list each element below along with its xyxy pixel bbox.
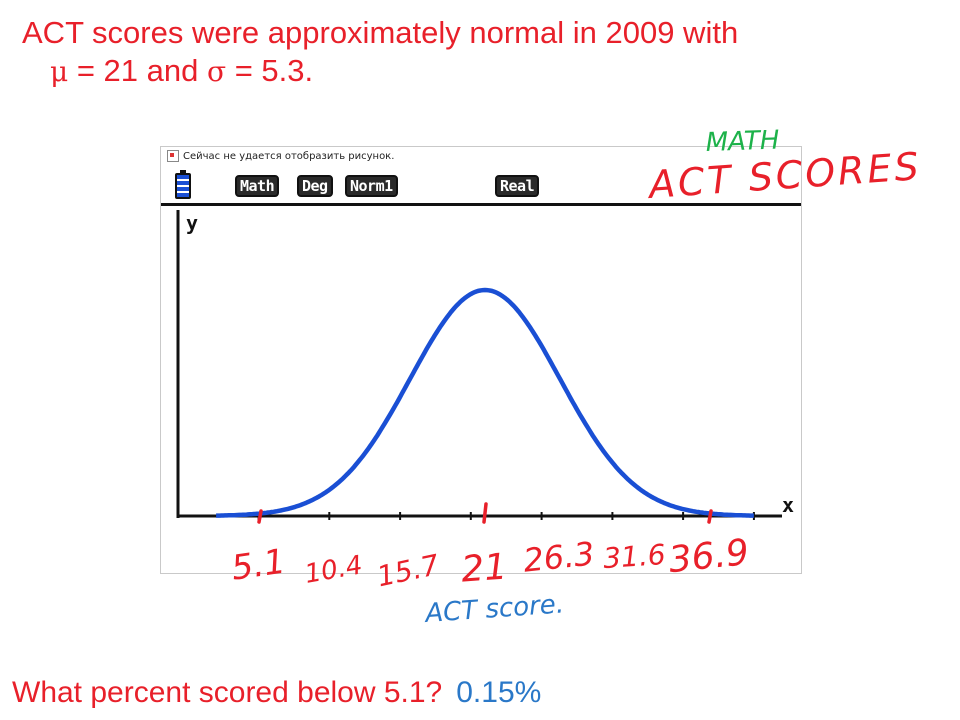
math-annotation: MATH bbox=[705, 125, 780, 158]
heading-line1: ACT scores were approximately normal in … bbox=[22, 15, 739, 50]
mu-symbol: μ bbox=[50, 55, 69, 88]
marked-tick bbox=[257, 509, 263, 524]
tick-label: 31.6 bbox=[602, 538, 666, 575]
marked-ticks bbox=[257, 502, 713, 524]
mean-text: = 21 and bbox=[68, 53, 207, 88]
question-text: What percent scored below 5.1? bbox=[12, 676, 443, 709]
tick-label: 15.7 bbox=[374, 548, 442, 593]
tick-label: 26.3 bbox=[521, 534, 596, 579]
marked-tick bbox=[707, 509, 713, 524]
sd-text: = 5.3. bbox=[226, 53, 314, 88]
question: What percent scored below 5.1? 0.15% bbox=[12, 676, 541, 710]
tick-label: 36.9 bbox=[667, 532, 751, 581]
tick-label: 10.4 bbox=[303, 550, 365, 590]
tag-norm1: Norm1 bbox=[345, 175, 398, 197]
broken-image-notice: Сейчас не удается отобразить рисунок. bbox=[161, 147, 807, 165]
marked-tick bbox=[482, 502, 488, 524]
tick-label: 21 bbox=[460, 546, 509, 590]
heading-line2: μ = 21 and σ = 5.3. bbox=[22, 52, 942, 91]
tag-real: Real bbox=[495, 175, 540, 197]
broken-image-text: Сейчас не удается отобразить рисунок. bbox=[183, 150, 395, 162]
tag-math: Math bbox=[235, 175, 280, 197]
act-scores-annotation: ACT SCORES bbox=[645, 144, 923, 207]
x-axis-label: x bbox=[782, 493, 794, 517]
tick-label: 5.1 bbox=[229, 542, 288, 589]
battery-icon bbox=[175, 170, 191, 199]
answer-text: 0.15% bbox=[456, 676, 542, 709]
heading: ACT scores were approximately normal in … bbox=[22, 14, 942, 91]
normal-curve bbox=[215, 287, 755, 518]
sigma-symbol: σ bbox=[206, 55, 227, 88]
y-axis-label: y bbox=[186, 211, 198, 235]
broken-image-icon bbox=[167, 150, 179, 162]
axis-caption: ACT score. bbox=[422, 589, 565, 629]
tick-labels: 5.1 10.4 15.7 21 26.3 31.6 36.9 bbox=[229, 532, 751, 593]
calculator-screen: Сейчас не удается отобразить рисунок. Ma… bbox=[160, 146, 802, 574]
tag-deg: Deg bbox=[297, 175, 333, 197]
calculator-status-bar: Math Deg Norm1 Real bbox=[161, 167, 801, 206]
